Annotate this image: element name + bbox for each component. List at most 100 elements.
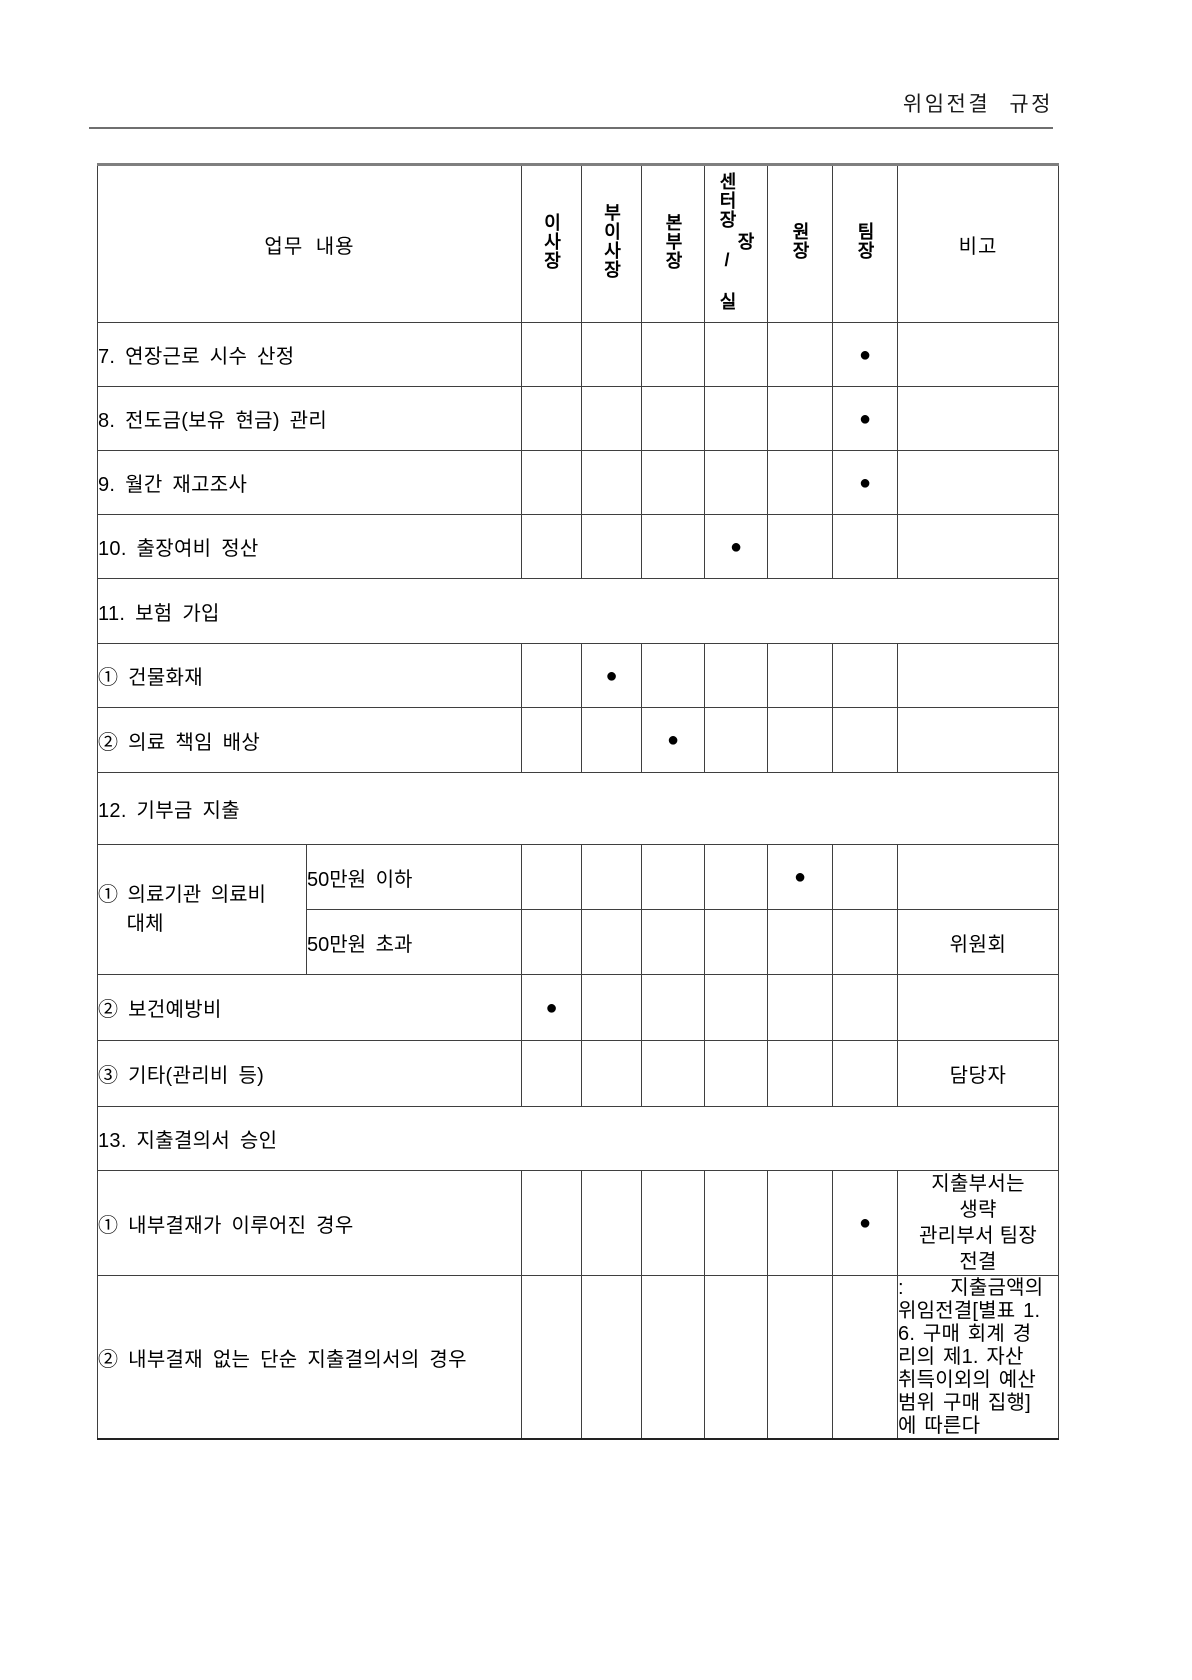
approval-cell [704, 844, 769, 910]
approval-dot-cell: ● [832, 322, 899, 387]
approval-cell [767, 707, 834, 773]
approval-cell [641, 322, 706, 387]
approval-cell [581, 386, 643, 451]
approval-cell [704, 909, 769, 975]
approval-cell [767, 1275, 834, 1440]
section-title-cell: 13. 지출결의서 승인 [96, 1106, 1060, 1171]
header-rule [89, 127, 1053, 129]
remark-cell [897, 450, 1060, 515]
table-row: ② 보건예방비 ● [96, 974, 1060, 1041]
approval-cell [767, 1170, 834, 1276]
table-row: ② 의료 책임 배상 ● [96, 707, 1060, 773]
approval-cell [832, 514, 899, 579]
approval-cell [641, 844, 706, 910]
table-row: 50만원 초과 위원회 [98, 909, 1060, 975]
approval-cell [832, 643, 899, 708]
task-cell: ③ 기타(관리비 등) [96, 1040, 523, 1107]
role-header-chairman: 이사장 [521, 164, 583, 323]
table-header-row: 업무 내용 이사장 부이사장 본부장 센터장 / 실장 원장 팀장 비고 [96, 164, 1060, 323]
task-cell: ② 내부결재 없는 단순 지출결의서의 경우 [96, 1275, 523, 1440]
approval-cell [581, 1275, 643, 1440]
role-header-team-leader: 팀장 [832, 164, 899, 323]
approval-cell [767, 643, 834, 708]
approval-cell [581, 707, 643, 773]
task-cell: 9. 월간 재고조사 [96, 450, 523, 515]
approval-cell [704, 450, 769, 515]
table-row: ① 내부결재가 이루어진 경우 ● 지출부서는 생략 관리부서 팀장 전결 [96, 1170, 1060, 1276]
table-row: 10. 출장여비 정산 ● [96, 514, 1060, 579]
approval-cell [521, 909, 583, 975]
approval-cell [704, 322, 769, 387]
task-cell: ① 건물화재 [96, 643, 523, 708]
approval-cell [704, 643, 769, 708]
approval-cell [704, 1275, 769, 1440]
approval-cell [641, 1170, 706, 1276]
approval-cell [767, 1040, 834, 1107]
table-row: 8. 전도금(보유 현금) 관리 ● [96, 386, 1060, 451]
approval-cell [704, 707, 769, 773]
approval-cell [641, 450, 706, 515]
table-row: 7. 연장근로 시수 산정 ● [96, 322, 1060, 387]
approval-cell [704, 1170, 769, 1276]
document-title: 위임전결 규정 [902, 92, 1053, 116]
approval-cell [767, 974, 834, 1041]
approval-cell [832, 844, 899, 910]
remark-cell [897, 643, 1060, 708]
approval-cell [767, 386, 834, 451]
approval-cell [704, 974, 769, 1041]
approval-dot-cell: ● [581, 643, 643, 708]
remark-cell: : 지출금액의 위임전결[별표 1. 6. 구매 회계 경 리의 제1. 자산 … [897, 1275, 1060, 1440]
approval-cell [521, 707, 583, 773]
approval-cell [832, 974, 899, 1041]
approval-cell [704, 386, 769, 451]
approval-dot-cell: ● [832, 1170, 899, 1276]
task-subcondition-cell: 50만원 초과 [305, 909, 523, 975]
delegation-authority-table: 업무 내용 이사장 부이사장 본부장 센터장 / 실장 원장 팀장 비고 7. … [96, 163, 1060, 1440]
approval-cell [581, 322, 643, 387]
approval-dot-cell: ● [521, 974, 583, 1041]
remark-cell [897, 844, 1060, 910]
approval-cell [641, 909, 706, 975]
approval-cell [581, 844, 643, 910]
approval-cell [581, 450, 643, 515]
approval-cell [704, 1040, 769, 1107]
section-title-cell: 12. 기부금 지출 [96, 772, 1060, 845]
remark-cell [897, 514, 1060, 579]
role-header-vice-chairman: 부이사장 [581, 164, 643, 323]
remark-cell [897, 974, 1060, 1041]
task-cell: 8. 전도금(보유 현금) 관리 [96, 386, 523, 451]
approval-dot-cell: ● [641, 707, 706, 773]
approval-cell [767, 514, 834, 579]
approval-cell [641, 974, 706, 1041]
approval-cell [581, 1170, 643, 1276]
approval-cell [641, 386, 706, 451]
approval-cell [767, 909, 834, 975]
table-row: ① 의료기관 의료비 대체 50만원 이하 ● [97, 844, 1060, 975]
task-cell: 7. 연장근로 시수 산정 [96, 322, 523, 387]
remark-cell: 담당자 [897, 1040, 1060, 1107]
approval-cell [832, 707, 899, 773]
approval-cell [641, 643, 706, 708]
approval-cell [521, 322, 583, 387]
role-header-center-head: 센터장 / 실장 [704, 164, 769, 323]
approval-cell [767, 450, 834, 515]
approval-cell [581, 514, 643, 579]
approval-cell [521, 1170, 583, 1276]
approval-dot-cell: ● [704, 514, 769, 579]
approval-cell [832, 1275, 899, 1440]
task-cell: ① 내부결재가 이루어진 경우 [96, 1170, 523, 1276]
approval-cell [521, 450, 583, 515]
approval-cell [832, 909, 899, 975]
role-header-label: 이사장 [541, 212, 562, 270]
remark-column-header: 비고 [897, 164, 1060, 323]
table-row: ① 건물화재 ● [96, 643, 1060, 708]
task-cell: 10. 출장여비 정산 [96, 514, 523, 579]
approval-cell [581, 974, 643, 1041]
role-header-label: 센터장 / 실장 [717, 171, 756, 311]
approval-cell [521, 1275, 583, 1440]
approval-cell [832, 1040, 899, 1107]
section-row: 11. 보험 가입 [96, 578, 1060, 644]
approval-cell [641, 1275, 706, 1440]
section-row: 12. 기부금 지출 [96, 772, 1060, 845]
